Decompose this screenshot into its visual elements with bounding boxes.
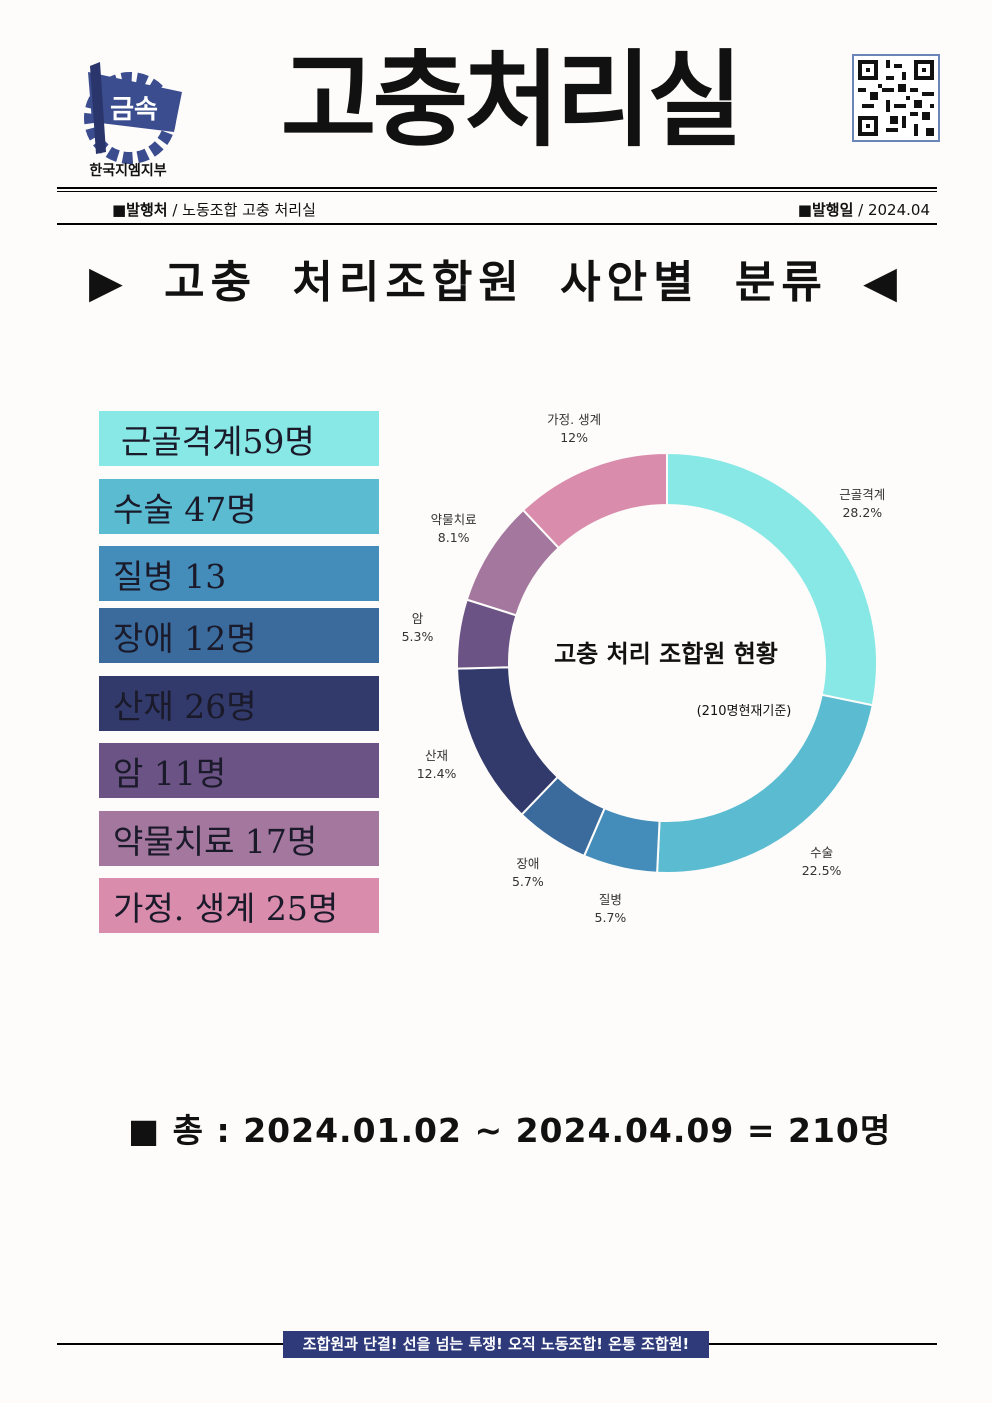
- slice-label-value: 22.5%: [801, 863, 842, 879]
- legend-item-label: 수술 47명: [113, 489, 257, 529]
- donut-slice: [456, 666, 560, 817]
- legend-item-disease: 질병 13: [99, 546, 379, 601]
- legend-item-label: 암 11명: [113, 753, 227, 793]
- header-rule-top: [57, 187, 937, 189]
- slice-label-name: 약물치료: [430, 511, 477, 527]
- footer-slogan: 조합원과 단결! 선을 넘는 투쟁! 오직 노동조합! 온통 조합원!: [283, 1331, 709, 1358]
- legend-item-label: 산재 26명: [113, 686, 257, 726]
- slice-label-name: 수술: [810, 845, 834, 861]
- svg-text:금속: 금속: [110, 95, 158, 125]
- legend-item-label: 장애 12명: [113, 618, 257, 658]
- slice-label-value: 5.7%: [594, 909, 627, 925]
- qr-code-icon[interactable]: [852, 54, 940, 142]
- legend-item-industrial-accident: 산재 26명: [99, 676, 379, 731]
- legend-item-label: 근골격계59명: [121, 421, 315, 461]
- publisher-info: ■발행처 / 노동조합 고충 처리실: [112, 201, 316, 219]
- slice-label-name: 질병: [598, 891, 622, 907]
- slice-label-value: 28.2%: [842, 504, 883, 520]
- issue-date: ■발행일 / 2024.04: [797, 201, 930, 219]
- slice-label: 수술 22.5%: [777, 844, 867, 880]
- slice-label-name: 가정. 생계: [547, 411, 602, 427]
- slice-label: 산재 12.4%: [392, 747, 482, 783]
- legend-item-disability: 장애 12명: [99, 608, 379, 663]
- legend-item-label: 약물치료 17명: [113, 821, 318, 861]
- section-title: ▶ 고충 처리조합원 사안별 분류 ◀: [88, 257, 904, 308]
- header-rule-top-thin: [57, 191, 937, 192]
- legend-item-cancer: 암 11명: [99, 743, 379, 798]
- slice-label-value: 8.1%: [437, 529, 470, 545]
- header-rule-bottom: [57, 223, 937, 225]
- legend-item-label: 질병 13: [113, 556, 227, 596]
- slice-label-value: 5.3%: [401, 628, 434, 644]
- chart-title: 고충 처리 조합원 현황: [554, 640, 778, 668]
- donut-chart: [456, 451, 878, 874]
- legend-item-label: 가정. 생계 25명: [113, 888, 339, 928]
- legend-item-musculoskeletal: 근골격계59명: [99, 411, 379, 466]
- slice-label-name: 암: [411, 610, 424, 626]
- slice-label: 암 5.3%: [372, 610, 462, 646]
- slice-label-name: 근골격계: [839, 486, 886, 502]
- slice-label: 질병 5.7%: [565, 891, 655, 927]
- chart-subtitle: (210명현재기준): [696, 704, 792, 719]
- legend-item-surgery: 수술 47명: [99, 479, 379, 534]
- slice-label: 약물치료 8.1%: [409, 511, 499, 547]
- slice-label-value: 12.4%: [416, 765, 457, 781]
- slice-label: 근골격계 28.2%: [817, 486, 907, 522]
- legend-item-family-livelihood: 가정. 생계 25명: [99, 878, 379, 933]
- slice-label-name: 산재: [425, 747, 449, 763]
- slice-label-value: 5.7%: [511, 874, 544, 890]
- slice-label-name: 장애: [516, 856, 540, 872]
- union-logo: 금속: [84, 62, 182, 164]
- masthead-title: 고충처리실: [280, 39, 743, 161]
- slice-label: 장애 5.7%: [483, 855, 573, 891]
- logo-caption: 한국지엠지부: [89, 163, 167, 179]
- total-summary: ■ 총 : 2024.01.02 ~ 2024.04.09 = 210명: [128, 1111, 892, 1150]
- slice-label: 가정. 생계 12%: [529, 411, 619, 447]
- slice-label-value: 12%: [560, 429, 589, 445]
- legend-item-medication: 약물치료 17명: [99, 811, 379, 866]
- donut-slice: [521, 451, 668, 550]
